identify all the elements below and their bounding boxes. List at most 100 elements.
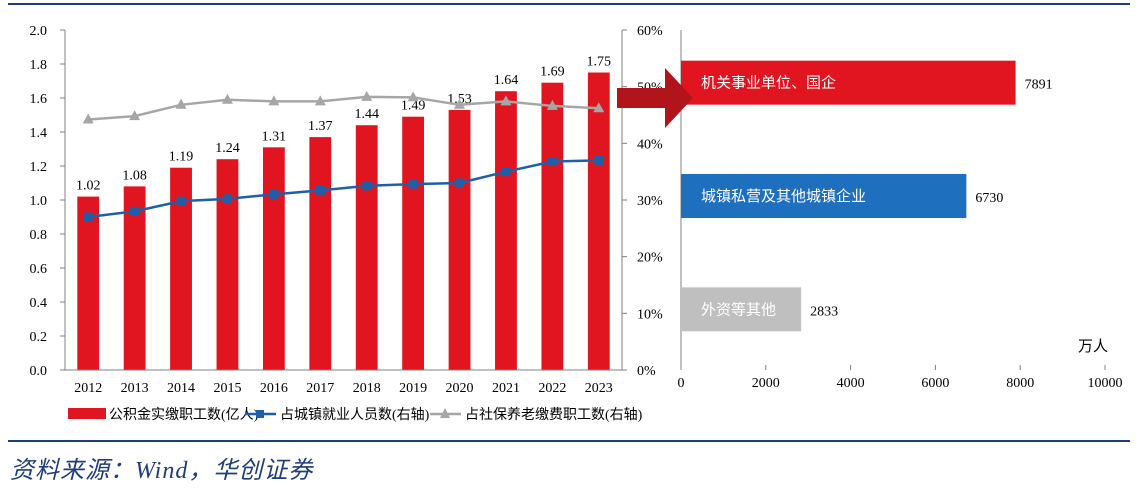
bar-data-label: 1.08 bbox=[122, 168, 147, 183]
bar-data-label: 1.64 bbox=[494, 73, 519, 88]
legend-swatch-marker bbox=[440, 408, 450, 418]
left-axis-tick-label: 1.6 bbox=[30, 92, 48, 107]
left-axis-tick-label: 0.2 bbox=[30, 330, 48, 345]
hbar-x-axis-tick-label: 2000 bbox=[752, 376, 780, 391]
hbar-data-label: 2833 bbox=[810, 304, 838, 319]
pension-share-line bbox=[88, 95, 599, 121]
hbar-2 bbox=[681, 174, 967, 218]
legend-label: 占城镇就业人员数(右轴) bbox=[280, 407, 430, 423]
left-axis-tick-label: 1.0 bbox=[30, 194, 48, 209]
pension-share-point bbox=[500, 95, 512, 106]
bar-2022 bbox=[541, 82, 564, 370]
urban-employment-share-point bbox=[83, 212, 93, 222]
hbar-x-axis-tick-label: 6000 bbox=[921, 376, 949, 391]
bar-2023 bbox=[587, 72, 610, 370]
x-axis-tick-label: 2017 bbox=[306, 381, 334, 396]
urban-employment-share-point bbox=[501, 167, 511, 177]
left-axis-tick-label: 1.2 bbox=[30, 160, 48, 175]
urban-employment-share-point bbox=[130, 206, 140, 216]
urban-employment-share-point bbox=[362, 181, 372, 191]
pension-share-point bbox=[314, 95, 326, 106]
bar-data-label: 1.49 bbox=[401, 99, 426, 114]
right-axis-tick-label: 20% bbox=[637, 251, 663, 266]
x-axis-tick-label: 2023 bbox=[585, 381, 613, 396]
pension-share-point bbox=[593, 102, 605, 113]
bar-2021 bbox=[495, 91, 517, 370]
x-axis-tick-label: 2012 bbox=[74, 381, 102, 396]
x-axis-tick-label: 2022 bbox=[538, 381, 566, 396]
bar-2015 bbox=[216, 159, 239, 370]
bar-2014 bbox=[170, 167, 192, 370]
chart-canvas: 0.0 0.2 0.4 0.6 0.8 1.0 1.2 1.4 1.6 1.8 2.0 0% 10% 20… bbox=[30, 24, 1123, 423]
hbar-x-axis-tick-label: 4000 bbox=[837, 376, 865, 391]
hbar-category-label: 城镇私营及其他城镇企业 bbox=[701, 187, 866, 205]
pension-share-point bbox=[82, 113, 94, 124]
x-axis-tick-label: 2014 bbox=[167, 381, 195, 396]
bar-2018 bbox=[355, 125, 378, 370]
right-axis-tick-label: 40% bbox=[637, 137, 663, 152]
urban-employment-share-point bbox=[594, 155, 604, 165]
right-axis-tick-label: 10% bbox=[637, 307, 663, 322]
connector-arrow bbox=[617, 68, 693, 128]
bar-2016 bbox=[262, 147, 285, 370]
pension-share-point bbox=[407, 91, 419, 102]
bottom-rule bbox=[8, 440, 1130, 442]
x-axis-tick-label: 2018 bbox=[353, 381, 381, 396]
urban-employment-share-point bbox=[269, 189, 279, 199]
left-axis-tick-label: 0.0 bbox=[30, 364, 48, 379]
right-axis-tick-label: 60% bbox=[637, 24, 663, 39]
pension-share-point bbox=[268, 95, 280, 106]
urban-employment-share-point bbox=[547, 156, 557, 166]
bar-data-label: 1.02 bbox=[76, 179, 101, 194]
source-note: 资料来源：Wind，华创证券 bbox=[10, 458, 314, 484]
pension-share-point bbox=[454, 98, 466, 109]
x-axis-tick-label: 2020 bbox=[446, 381, 474, 396]
legend-label: 占社保养老缴费职工数(右轴) bbox=[465, 407, 643, 423]
hbar-category-label: 外资等其他 bbox=[701, 300, 776, 318]
pension-share-point bbox=[546, 99, 558, 110]
left-axis-tick-label: 0.6 bbox=[30, 262, 48, 277]
bar-2013 bbox=[123, 186, 146, 370]
legend-label: 公积金实缴职工数(亿人) bbox=[109, 407, 259, 423]
left-axis-tick-label: 2.0 bbox=[30, 24, 48, 39]
bar-data-label: 1.37 bbox=[308, 119, 333, 134]
bar-2019 bbox=[402, 116, 425, 370]
legend-swatch-bar bbox=[68, 408, 106, 419]
left-axis-tick-label: 0.8 bbox=[30, 228, 48, 243]
bar-data-label: 1.69 bbox=[540, 65, 565, 80]
bar-2020 bbox=[448, 109, 471, 371]
hbar-x-axis-tick-label: 0 bbox=[678, 376, 685, 391]
hbar-3 bbox=[681, 287, 802, 332]
pension-share-point bbox=[361, 90, 373, 101]
left-axis-tick-label: 1.8 bbox=[30, 58, 48, 73]
urban-employment-share-point bbox=[176, 196, 186, 206]
x-axis-tick-label: 2016 bbox=[260, 381, 288, 396]
left-axis-tick-label: 0.4 bbox=[30, 296, 48, 311]
bar-2012 bbox=[77, 196, 100, 370]
hbar-data-label: 7891 bbox=[1025, 78, 1053, 93]
top-rule bbox=[8, 3, 1130, 5]
hbar-x-axis-tick-label: 10000 bbox=[1088, 376, 1123, 391]
left-axis-tick-label: 1.4 bbox=[30, 126, 48, 141]
urban-employment-share-line bbox=[88, 159, 599, 219]
bar-data-label: 1.75 bbox=[587, 55, 612, 70]
hbar-data-label: 6730 bbox=[975, 191, 1003, 206]
x-axis-tick-label: 2019 bbox=[399, 381, 427, 396]
hbar-category-label: 机关事业单位、国企 bbox=[701, 74, 836, 92]
bar-data-label: 1.24 bbox=[215, 141, 240, 156]
x-axis-tick-label: 2013 bbox=[121, 381, 149, 396]
urban-employment-share-point bbox=[455, 178, 465, 188]
hbar-x-axis-tick-label: 8000 bbox=[1006, 376, 1034, 391]
urban-employment-share-point bbox=[408, 179, 418, 189]
right-axis-tick-label: 0% bbox=[637, 364, 656, 379]
x-axis-tick-label: 2015 bbox=[213, 381, 241, 396]
urban-employment-share-point bbox=[315, 185, 325, 195]
urban-employment-share-point bbox=[222, 194, 232, 204]
pension-share-point bbox=[175, 98, 187, 109]
hbar-unit-label: 万人 bbox=[1078, 338, 1108, 355]
right-axis-tick-label: 30% bbox=[637, 194, 663, 209]
bar-data-label: 1.44 bbox=[354, 107, 379, 122]
hbar-1 bbox=[681, 60, 1016, 105]
pension-share-point bbox=[129, 110, 141, 121]
bar-data-label: 1.31 bbox=[262, 129, 287, 144]
